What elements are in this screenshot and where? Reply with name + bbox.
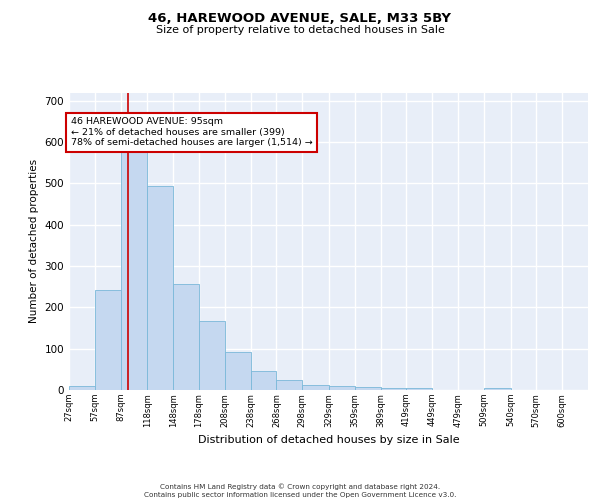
- Bar: [329, 386, 355, 390]
- Bar: [355, 386, 380, 390]
- X-axis label: Distribution of detached houses by size in Sale: Distribution of detached houses by size …: [197, 435, 460, 445]
- Bar: [251, 370, 277, 390]
- Bar: [95, 290, 121, 390]
- Bar: [173, 284, 199, 390]
- Y-axis label: Number of detached properties: Number of detached properties: [29, 159, 39, 324]
- Bar: [69, 386, 95, 390]
- Bar: [225, 352, 251, 390]
- Text: 46, HAREWOOD AVENUE, SALE, M33 5BY: 46, HAREWOOD AVENUE, SALE, M33 5BY: [149, 12, 452, 26]
- Bar: [380, 388, 406, 390]
- Text: Size of property relative to detached houses in Sale: Size of property relative to detached ho…: [155, 25, 445, 35]
- Bar: [121, 152, 148, 390]
- Bar: [484, 388, 511, 390]
- Text: 46 HAREWOOD AVENUE: 95sqm
← 21% of detached houses are smaller (399)
78% of semi: 46 HAREWOOD AVENUE: 95sqm ← 21% of detac…: [71, 118, 313, 147]
- Bar: [302, 385, 329, 390]
- Bar: [199, 320, 225, 390]
- Bar: [277, 380, 302, 390]
- Bar: [406, 388, 432, 390]
- Text: Contains HM Land Registry data © Crown copyright and database right 2024.
Contai: Contains HM Land Registry data © Crown c…: [144, 484, 456, 498]
- Bar: [148, 186, 173, 390]
